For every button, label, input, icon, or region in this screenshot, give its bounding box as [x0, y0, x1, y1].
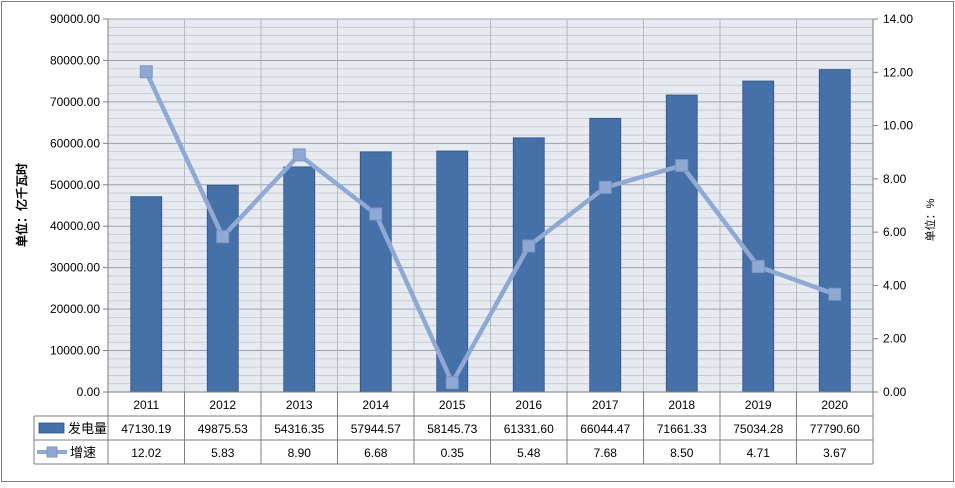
table-cell-growth-2011: 12.02: [131, 446, 161, 460]
left-tick-label: 10000.00: [50, 344, 100, 358]
right-axis-title: 单位：%: [923, 198, 937, 241]
table-cell-power-2014: 57944.57: [351, 422, 401, 436]
table-cell-growth-2014: 6.68: [364, 446, 388, 460]
bar-2020: [818, 69, 851, 393]
right-tick-label: 4.00: [883, 278, 907, 292]
table-cell-growth-2013: 8.90: [288, 446, 312, 460]
bar-2013: [283, 166, 316, 393]
right-tick-label: 10.00: [883, 119, 913, 133]
right-tick-label: 6.00: [883, 225, 907, 239]
legend-key-bar: [38, 422, 65, 434]
growth-marker-2019: [751, 260, 765, 274]
growth-marker-2012: [216, 230, 230, 244]
table-cell-growth-2015: 0.35: [441, 446, 465, 460]
left-tick-label: 20000.00: [50, 302, 100, 316]
bar-2011: [130, 196, 163, 393]
table-cell-power-2017: 66044.47: [580, 422, 630, 436]
table-cell-power-2013: 54316.35: [274, 422, 324, 436]
category-label-2020: 2020: [821, 398, 848, 412]
legend-key-marker: [46, 446, 58, 458]
left-tick-label: 30000.00: [50, 261, 100, 275]
left-tick-label: 90000.00: [50, 12, 100, 26]
left-tick-label: 80000.00: [50, 53, 100, 67]
category-label-2015: 2015: [439, 398, 466, 412]
right-tick-label: 14.00: [883, 12, 913, 26]
growth-marker-2013: [292, 148, 306, 162]
left-axis-ticks: 0.00 10000.00 20000.00 30000.00 40000.00 5000…: [50, 12, 108, 399]
growth-marker-2011: [139, 65, 153, 79]
growth-marker-2017: [598, 180, 612, 194]
legend-label-growth-rate: 增速: [70, 445, 96, 460]
table-cell-growth-2017: 7.68: [594, 446, 618, 460]
table-cell-power-2012: 49875.53: [198, 422, 248, 436]
table-cell-growth-2018: 8.50: [670, 446, 694, 460]
category-label-2019: 2019: [745, 398, 772, 412]
bar-2019: [742, 80, 775, 393]
growth-marker-2014: [369, 207, 383, 221]
right-axis-ticks: 0.00 2.00 4.00 6.00 8.00 10.00 12.00 14.00: [873, 12, 913, 399]
right-tick-label: 12.00: [883, 65, 913, 79]
table-cell-power-2016: 61331.60: [504, 422, 554, 436]
bar-series-power-generation: [130, 69, 851, 393]
growth-marker-2018: [675, 159, 689, 173]
bar-2012: [206, 184, 239, 393]
table-cell-power-2018: 71661.33: [657, 422, 707, 436]
left-axis-title: 单位：亿千瓦时: [14, 163, 29, 247]
growth-marker-2020: [828, 287, 842, 301]
table-cell-power-2020: 77790.60: [810, 422, 860, 436]
bar-2017: [589, 117, 622, 393]
growth-line: [144, 70, 836, 385]
table-cell-growth-2020: 3.67: [823, 446, 847, 460]
category-label-2017: 2017: [592, 398, 619, 412]
left-tick-label: 70000.00: [50, 95, 100, 109]
category-label-2012: 2012: [209, 398, 236, 412]
table-cell-power-2011: 47130.19: [121, 422, 171, 436]
data-table: 2011 2012 2013 2014 2015 2016 2017 2018 2019 2020…: [33, 391, 874, 465]
legend-label-power-generation: 发电量: [68, 421, 107, 436]
growth-marker-2016: [522, 239, 536, 253]
line-series-growth-rate: [139, 65, 842, 390]
bar-2018: [665, 94, 698, 393]
category-label-2018: 2018: [668, 398, 695, 412]
table-cell-growth-2019: 4.71: [747, 446, 771, 460]
growth-marker-2015: [445, 376, 459, 390]
left-tick-label: 40000.00: [50, 219, 100, 233]
left-tick-label: 50000.00: [50, 178, 100, 192]
right-tick-label: 2.00: [883, 332, 907, 346]
right-tick-label: 0.00: [883, 385, 907, 399]
bar-2014: [359, 151, 392, 393]
left-tick-label: 60000.00: [50, 136, 100, 150]
category-label-2016: 2016: [515, 398, 542, 412]
category-label-2013: 2013: [286, 398, 313, 412]
table-cell-power-2019: 75034.28: [733, 422, 783, 436]
table-cell-power-2015: 58145.73: [427, 422, 477, 436]
left-tick-label: 0.00: [77, 385, 101, 399]
right-tick-label: 8.00: [883, 172, 907, 186]
table-cell-growth-2012: 5.83: [211, 446, 235, 460]
category-label-2011: 2011: [133, 398, 159, 412]
bar-2015: [436, 150, 469, 393]
table-cell-growth-2016: 5.48: [517, 446, 541, 460]
category-label-2014: 2014: [362, 398, 389, 412]
